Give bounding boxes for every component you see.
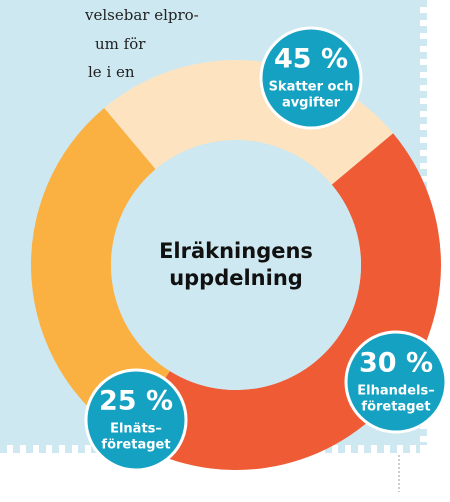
category-label: företaget [361, 400, 430, 415]
donut-segment [30, 107, 170, 439]
chart-title: uppdelning [169, 266, 303, 290]
intro-text: velsebar elpro- [84, 6, 199, 24]
value-bubble [84, 368, 188, 472]
intro-text: um för [95, 35, 146, 53]
intro-text: le i en [88, 63, 135, 81]
category-label: avgifter [282, 96, 341, 111]
value-bubble [259, 26, 363, 130]
category-label: företaget [101, 438, 170, 453]
value-label: 25 % [99, 386, 173, 417]
value-bubble [344, 330, 448, 434]
value-label: 45 % [274, 44, 348, 75]
category-label: Skatter och [269, 80, 354, 95]
value-label: 30 % [359, 348, 433, 379]
category-label: Elnäts– [110, 422, 162, 437]
category-label: Elhandels– [357, 384, 434, 399]
chart-title: Elräkningens [159, 239, 313, 263]
center-circle [111, 140, 361, 390]
